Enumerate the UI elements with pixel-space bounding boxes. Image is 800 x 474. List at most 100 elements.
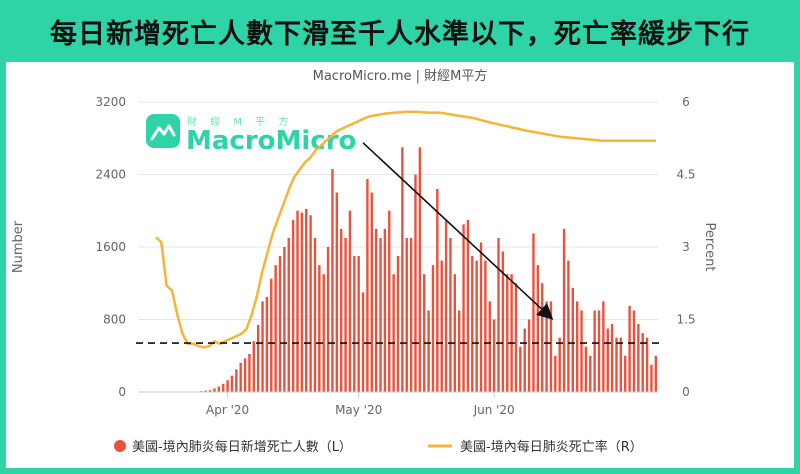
daily-deaths-bar <box>370 192 373 392</box>
right-tick-label: 3 <box>682 240 690 254</box>
daily-deaths-bar <box>471 256 474 392</box>
daily-deaths-bar <box>466 219 470 392</box>
daily-deaths-bar <box>645 337 649 392</box>
daily-deaths-bar <box>309 215 312 392</box>
daily-deaths-bar <box>641 333 644 392</box>
daily-deaths-bar <box>628 305 631 392</box>
daily-deaths-bar <box>532 233 535 392</box>
right-axis-ticks: 0 1.5 3 4.5 6 <box>676 95 695 399</box>
right-tick-label: 0 <box>682 385 690 399</box>
daily-deaths-bar <box>624 355 627 392</box>
daily-deaths-bar <box>270 278 273 392</box>
daily-deaths-bar <box>366 179 369 392</box>
daily-deaths-bar <box>654 355 658 392</box>
macromicro-logo: 財 經 M 平 方 MacroMicro <box>146 114 356 156</box>
daily-deaths-bar <box>291 219 295 392</box>
daily-deaths-bar <box>335 192 339 392</box>
left-axis-title: Number <box>11 220 26 273</box>
chart-panel: MacroMicro.me | 財經M平方 0 800 1600 2400 3200 0… <box>6 62 794 468</box>
daily-deaths-bar <box>484 260 487 392</box>
daily-deaths-bar <box>243 358 247 392</box>
daily-deaths-bar <box>510 274 513 392</box>
legend-bar-swatch <box>114 440 126 452</box>
daily-deaths-bar <box>283 247 286 392</box>
daily-deaths-bar <box>357 256 360 392</box>
daily-deaths-bar <box>235 369 238 392</box>
daily-deaths-bar <box>392 274 395 392</box>
daily-deaths-bar <box>549 301 553 392</box>
daily-deaths-bar <box>606 328 609 392</box>
right-tick-label: 6 <box>682 95 690 109</box>
daily-deaths-bar <box>453 274 457 392</box>
daily-deaths-bar <box>558 337 561 392</box>
daily-deaths-bar <box>396 256 400 392</box>
daily-deaths-bar <box>265 296 269 392</box>
downtrend-arrow <box>362 142 554 320</box>
bar-series <box>195 147 658 392</box>
daily-deaths-bar <box>457 310 461 392</box>
right-axis-title: Percent <box>702 223 717 272</box>
x-axis-ticks: Apr '20 May '20 Jun '20 <box>138 391 658 417</box>
legend: 美國-境內肺炎每日新增死亡人數（L） 美國-境內每日肺炎死亡率（R） <box>114 439 643 455</box>
daily-deaths-bar <box>261 301 264 392</box>
daily-deaths-bar <box>431 265 435 392</box>
daily-deaths-bar <box>523 328 526 392</box>
daily-deaths-bar <box>554 355 557 392</box>
daily-deaths-bar <box>584 346 588 392</box>
daily-deaths-bar <box>514 283 518 392</box>
daily-deaths-bar <box>374 228 378 392</box>
daily-deaths-bar <box>427 310 430 392</box>
daily-deaths-bar <box>602 301 605 392</box>
daily-deaths-bar <box>536 265 540 392</box>
daily-deaths-bar <box>248 353 251 392</box>
logo-wordmark: MacroMicro <box>186 126 356 156</box>
daily-deaths-bar <box>278 256 282 392</box>
daily-deaths-bar <box>444 219 448 392</box>
left-tick-label: 2400 <box>95 168 126 182</box>
daily-deaths-bar <box>326 247 330 392</box>
daily-deaths-bar <box>571 287 574 392</box>
daily-deaths-bar <box>256 324 260 392</box>
daily-deaths-bar <box>615 337 618 392</box>
daily-deaths-bar <box>488 301 491 392</box>
daily-deaths-bar <box>650 364 653 392</box>
daily-deaths-bar <box>361 292 365 392</box>
daily-deaths-bar <box>204 390 207 392</box>
daily-deaths-bar <box>440 260 443 392</box>
daily-deaths-bar <box>545 301 548 392</box>
daily-deaths-bar <box>418 147 422 392</box>
daily-deaths-bar <box>405 237 408 392</box>
left-axis-ticks: 0 800 1600 2400 3200 <box>95 95 126 399</box>
daily-deaths-bar <box>252 341 255 392</box>
left-tick-label: 800 <box>103 313 126 327</box>
daily-deaths-bar <box>475 260 478 392</box>
rate-line <box>155 110 656 349</box>
daily-deaths-bar <box>344 237 347 392</box>
logo-chart-icon <box>150 124 176 141</box>
daily-deaths-bar <box>353 256 356 392</box>
daily-deaths-bar <box>436 189 439 392</box>
chart-svg: MacroMicro.me | 財經M平方 0 800 1600 2400 3200 0… <box>11 68 717 455</box>
daily-deaths-bar <box>300 212 304 392</box>
daily-deaths-bar <box>610 324 614 392</box>
daily-deaths-bar <box>348 210 352 392</box>
daily-deaths-bar <box>287 237 290 392</box>
daily-deaths-bar <box>274 265 277 392</box>
legend-bar-label: 美國-境內肺炎每日新增死亡人數（L） <box>132 439 352 455</box>
daily-deaths-bar <box>401 147 404 392</box>
daily-deaths-bar <box>322 274 325 392</box>
daily-deaths-bar <box>580 310 583 392</box>
daily-deaths-bar <box>313 237 317 392</box>
daily-deaths-bar <box>409 237 413 392</box>
daily-deaths-bar <box>331 169 334 392</box>
headline-title: 每日新增死亡人數下滑至千人水準以下，死亡率緩步下行 <box>50 18 750 50</box>
daily-deaths-bar <box>423 274 426 392</box>
left-tick-label: 0 <box>118 385 126 399</box>
daily-deaths-bar <box>230 375 234 392</box>
daily-deaths-bar <box>226 380 229 392</box>
left-tick-label: 3200 <box>95 95 126 109</box>
daily-deaths-bar <box>637 324 640 392</box>
daily-deaths-bar <box>217 386 221 392</box>
daily-deaths-bar <box>619 337 623 392</box>
daily-deaths-bar <box>208 390 212 392</box>
